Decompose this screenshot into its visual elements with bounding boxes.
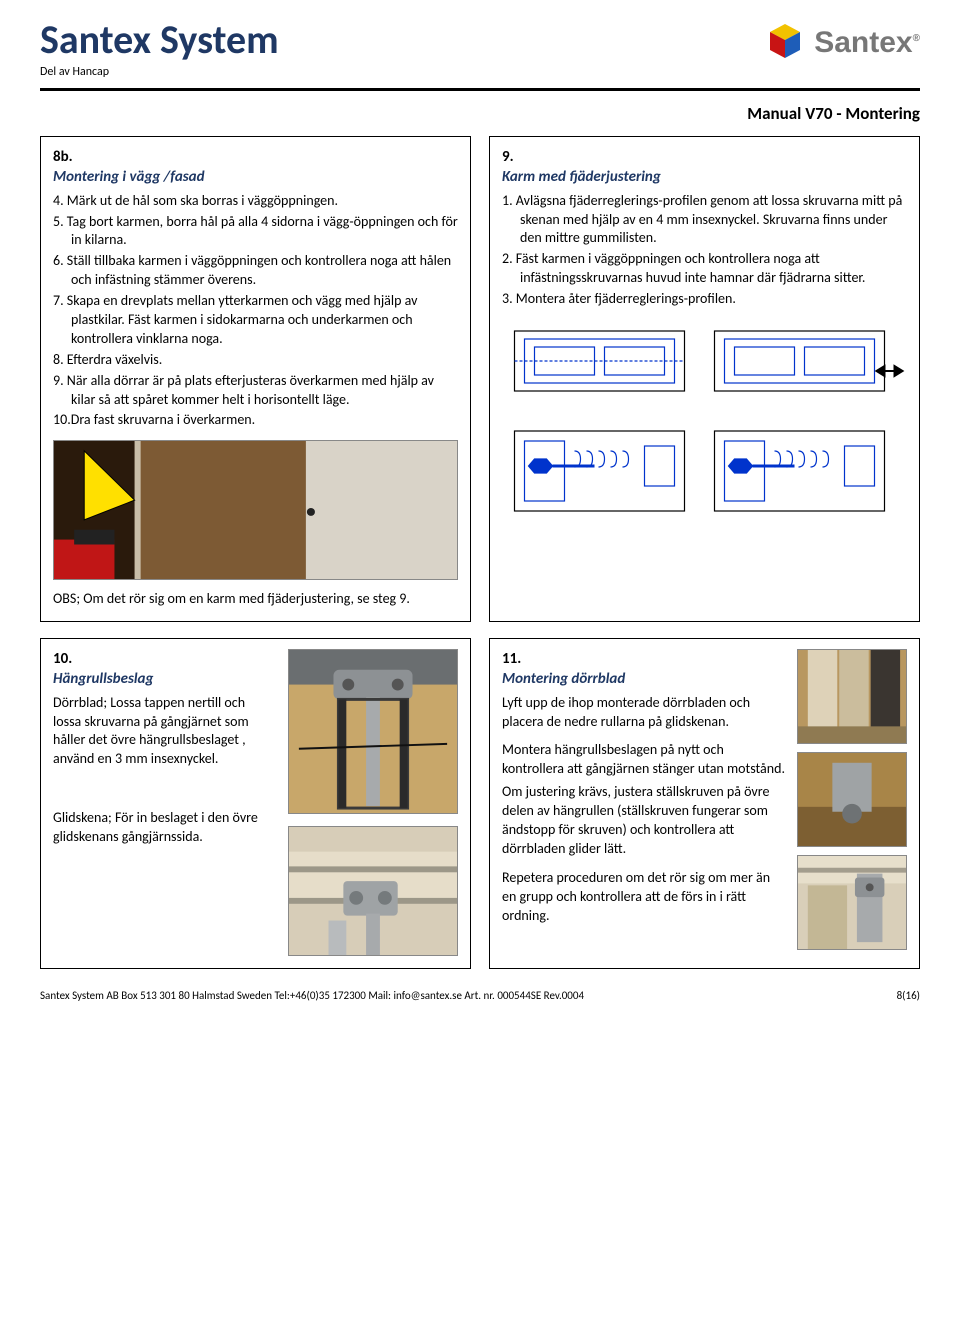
logo-text: Santex® — [814, 23, 920, 64]
photo-drill — [53, 440, 458, 580]
row-10-11: 10. Hängrullsbeslag Dörrblad; Lossa tapp… — [40, 638, 920, 969]
list-item: 6. Ställ tillbaka karmen i väggöppningen… — [53, 252, 458, 290]
step-number-11: 11. — [502, 649, 787, 669]
step11-p4: Repetera proceduren om det rör sig om me… — [502, 869, 787, 926]
step11-text-col: 11. Montering dörrblad Lyft upp de ihop … — [502, 649, 787, 950]
company-title: Santex System — [40, 20, 279, 60]
step-number-9: 9. — [502, 147, 907, 167]
step-subtitle-9: Karm med fjäderjustering — [502, 167, 907, 187]
step11-p2: Montera hängrullsbeslagen på nytt och ko… — [502, 741, 787, 779]
step10-images — [288, 649, 458, 956]
photo-rail — [288, 826, 458, 956]
diagram-profile — [502, 321, 907, 531]
photo-top-hinge-adjust — [797, 855, 907, 950]
page-header: Santex System Del av Hancap Santex® — [40, 20, 920, 91]
step10-p1: Dörrblad; Lossa tappen nertill och lossa… — [53, 694, 276, 770]
logo-mark-icon — [762, 20, 808, 66]
panel-10: 10. Hängrullsbeslag Dörrblad; Lossa tapp… — [40, 638, 471, 969]
page-footer: Santex System AB Box 513 301 80 Halmstad… — [40, 989, 920, 1004]
header-left: Santex System Del av Hancap — [40, 20, 279, 80]
list-item: 2. Fäst karmen i väggöppningen och kontr… — [502, 250, 907, 288]
step11-images — [797, 649, 907, 950]
logo: Santex® — [762, 20, 920, 66]
list-item: 7. Skapa en drevplats mellan ytterkarmen… — [53, 292, 458, 349]
panel-9: 9. Karm med fjäderjustering 1. Avlägsna … — [489, 136, 920, 622]
list-item: 8. Efterdra växelvis. — [53, 351, 458, 370]
footer-page: 8(16) — [897, 989, 920, 1004]
step11-p1: Lyft upp de ihop monterade dörrbladen oc… — [502, 694, 787, 732]
company-subtitle: Del av Hancap — [40, 64, 279, 80]
list-item: 3. Montera åter fjäderreglerings-profile… — [502, 290, 907, 309]
step-subtitle-10: Hängrullsbeslag — [53, 669, 276, 689]
logo-registered: ® — [913, 33, 920, 44]
step11-p3: Om justering krävs, justera ställskruven… — [502, 783, 787, 859]
step-subtitle-8b: Montering i vägg /fasad — [53, 167, 458, 187]
step10-p2: Glidskena; För in beslaget i den övre gl… — [53, 809, 276, 847]
list-item: 5. Tag bort karmen, borra hål på alla 4 … — [53, 213, 458, 251]
logo-word: Santex — [814, 26, 912, 59]
list-item: 4. Märk ut de hål som ska borras i väggö… — [53, 192, 458, 211]
list-item: 9. När alla dörrar är på plats efterjust… — [53, 372, 458, 410]
step-number-10: 10. — [53, 649, 276, 669]
footer-text: Santex System AB Box 513 301 80 Halmstad… — [40, 989, 584, 1002]
manual-title: Manual V70 - Montering — [40, 103, 920, 126]
list-item: 1. Avlägsna fjäderreglerings-profilen ge… — [502, 192, 907, 249]
photo-door-lift — [797, 649, 907, 744]
step-8b-list: 4. Märk ut de hål som ska borras i väggö… — [53, 192, 458, 431]
step-number-8b: 8b. — [53, 147, 458, 167]
row-8b-9: 8b. Montering i vägg /fasad 4. Märk ut d… — [40, 136, 920, 622]
panel-11: 11. Montering dörrblad Lyft upp de ihop … — [489, 638, 920, 969]
obs-note: OBS; Om det rör sig om en karm med fjäde… — [53, 590, 458, 609]
photo-hinge-top — [288, 649, 458, 814]
list-item: 10.Dra fast skruvarna i överkarmen. — [53, 411, 458, 430]
step-subtitle-11: Montering dörrblad — [502, 669, 787, 689]
panel-8b: 8b. Montering i vägg /fasad 4. Märk ut d… — [40, 136, 471, 622]
step-9-list: 1. Avlägsna fjäderreglerings-profilen ge… — [502, 192, 907, 309]
photo-bottom-roller — [797, 752, 907, 847]
step10-text-col: 10. Hängrullsbeslag Dörrblad; Lossa tapp… — [53, 649, 276, 956]
